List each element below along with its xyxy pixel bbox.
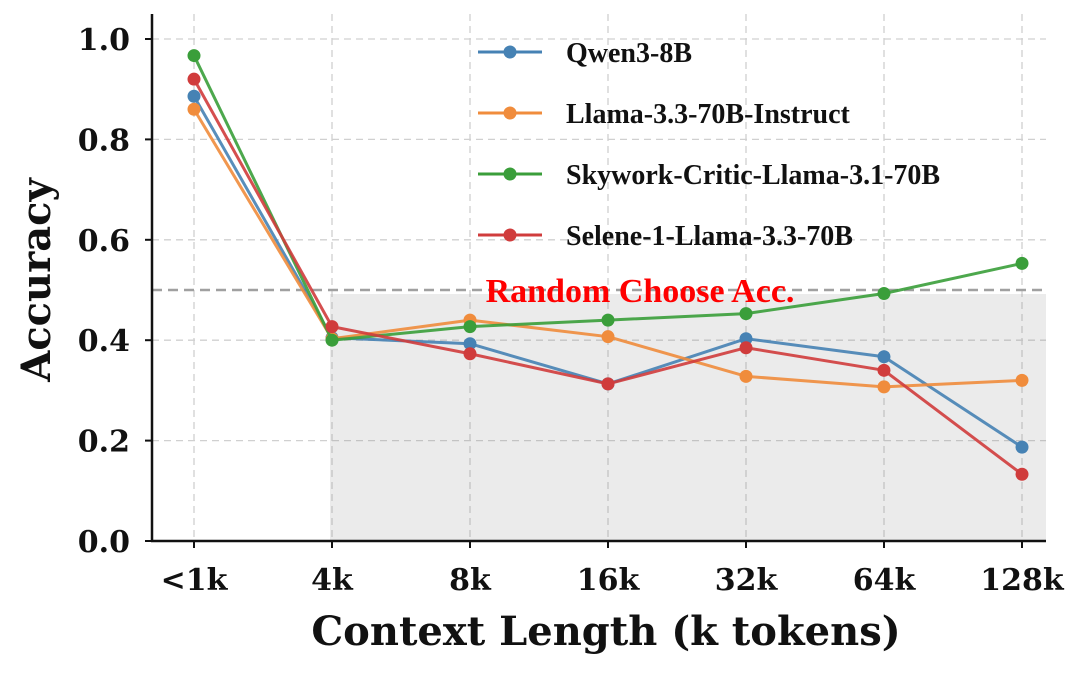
x-tick-label: 16k (577, 563, 641, 598)
y-tick-label: 0.6 (78, 224, 130, 259)
x-tick-label: 8k (449, 563, 492, 598)
y-axis-title: Accuracy (13, 177, 60, 383)
y-tick-label: 0.4 (78, 324, 130, 359)
shaded-region (330, 294, 1046, 541)
data-point (463, 337, 477, 351)
x-tick-label: 64k (853, 563, 917, 598)
series-group (187, 49, 1029, 481)
data-point (1015, 373, 1029, 387)
reference-line-label: Random Choose Acc. (486, 273, 795, 310)
y-tick-label: 0.8 (78, 123, 130, 158)
y-tick-label: 0.0 (78, 525, 130, 560)
data-point (601, 330, 615, 344)
axes (150, 14, 1046, 543)
data-point (187, 49, 201, 63)
y-tick-label: 1.0 (78, 23, 130, 58)
data-point (877, 363, 891, 377)
data-point (187, 89, 201, 103)
x-tick-label: <1k (161, 563, 229, 598)
legend-label-1: Llama-3.3-70B-Instruct (566, 99, 851, 130)
legend-label-0: Qwen3-8B (566, 38, 692, 69)
data-point (187, 72, 201, 86)
data-point (877, 350, 891, 364)
data-point (1015, 467, 1029, 481)
legend-label-2: Skywork-Critic-Llama-3.1-70B (566, 160, 940, 191)
shaded-area (330, 294, 1046, 541)
data-point (739, 332, 753, 346)
data-point (1015, 256, 1029, 270)
data-point (1015, 440, 1029, 454)
tick-labels: <1k 4k 8k 16k 32k 64k 128k 0.0 0.2 0.4 0.6 0.8 1.0 (78, 23, 1065, 598)
data-point (739, 307, 753, 321)
data-point (877, 380, 891, 394)
legend-marker (503, 106, 517, 120)
x-axis-title: Context Length (k tokens) (311, 608, 900, 655)
x-tick-label: 128k (980, 563, 1065, 598)
data-point (739, 341, 753, 355)
data-point (463, 320, 477, 334)
legend: Qwen3-8B Llama-3.3-70B-Instruct Skywork-Cr… (478, 38, 940, 252)
legend-label-3: Selene-1-Llama-3.3-70B (566, 221, 853, 252)
data-point (325, 333, 339, 347)
legend-marker (503, 167, 517, 181)
x-tick-label: 32k (715, 563, 779, 598)
y-tick-label: 0.2 (78, 425, 130, 460)
legend-marker (503, 45, 517, 59)
data-point (877, 287, 891, 301)
legend-marker (503, 228, 517, 242)
x-tick-label: 4k (311, 563, 354, 598)
data-point (187, 102, 201, 116)
data-point (325, 320, 339, 334)
data-point (739, 369, 753, 383)
data-point (601, 313, 615, 327)
data-point (601, 377, 615, 391)
data-point (463, 347, 477, 361)
